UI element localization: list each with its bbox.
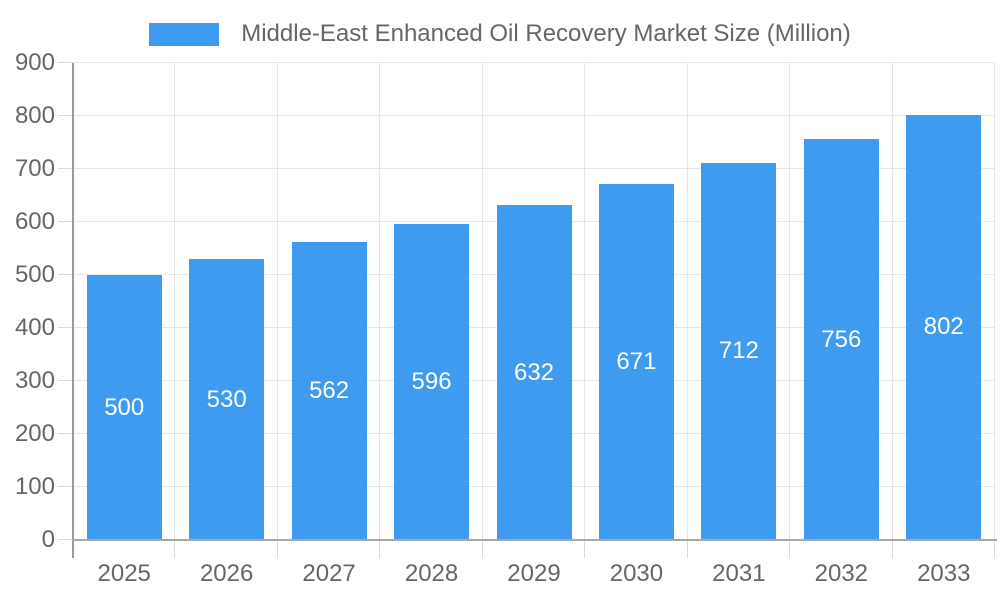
x-axis-tick-label: 2033	[917, 560, 971, 587]
v-gridline	[686, 63, 688, 540]
y-axis-tick-label: 0	[41, 526, 55, 553]
bar[interactable]: 530	[189, 259, 265, 540]
x-tick	[789, 540, 791, 558]
bar-value-label: 500	[104, 393, 145, 421]
x-axis-tick-label: 2026	[199, 560, 254, 587]
y-tick	[58, 486, 73, 487]
bar-value-label: 712	[718, 337, 759, 365]
x-tick	[994, 540, 995, 558]
bar-value-label: 596	[411, 368, 452, 396]
x-axis-tick-label: 2030	[609, 560, 664, 587]
y-tick	[58, 327, 73, 328]
y-axis-tick-label: 600	[14, 208, 55, 235]
h-gridline	[73, 115, 995, 116]
x-axis-tick-label: 2029	[507, 560, 561, 587]
x-tick	[379, 540, 381, 558]
x-axis-tick-label: 2032	[814, 560, 869, 587]
bar[interactable]: 802	[906, 114, 982, 540]
y-tick	[58, 539, 73, 540]
y-tick	[58, 168, 73, 169]
y-axis-tick-label: 800	[14, 102, 55, 129]
bar[interactable]: 500	[86, 275, 162, 540]
bar[interactable]: 632	[496, 205, 572, 540]
chart-legend[interactable]: Middle-East Enhanced Oil Recovery Market…	[0, 20, 1000, 48]
x-tick	[686, 540, 688, 558]
y-axis-tick-label: 900	[14, 49, 55, 76]
bar-value-label: 756	[821, 325, 862, 353]
v-gridline	[789, 63, 791, 540]
y-tick	[58, 115, 73, 116]
bar[interactable]: 562	[291, 242, 367, 540]
bar-value-label: 632	[513, 358, 555, 386]
v-gridline	[584, 63, 586, 540]
bar-value-label: 562	[309, 377, 350, 405]
bar-value-label: 671	[616, 348, 657, 376]
y-axis-line	[72, 63, 74, 558]
y-axis-tick-label: 100	[14, 473, 55, 500]
bar[interactable]: 596	[394, 224, 470, 540]
x-axis-tick-label: 2027	[302, 560, 356, 587]
x-tick	[584, 540, 586, 558]
x-axis-tick-label: 2028	[404, 560, 459, 587]
y-axis-tick-label: 500	[14, 261, 55, 288]
legend-label: Middle-East Enhanced Oil Recovery Market…	[241, 20, 851, 47]
v-gridline	[276, 63, 278, 540]
y-tick	[58, 380, 73, 381]
x-tick	[891, 540, 893, 558]
y-tick	[58, 62, 73, 63]
y-axis-tick-label: 400	[14, 314, 55, 341]
y-axis-tick-label: 700	[14, 155, 55, 182]
legend-swatch	[149, 22, 220, 46]
v-gridline	[481, 63, 483, 540]
v-gridline	[379, 63, 381, 540]
y-axis-tick-label: 300	[14, 367, 55, 394]
x-axis-tick-label: 2025	[97, 560, 151, 587]
h-gridline	[73, 168, 995, 169]
bar-value-label: 802	[923, 313, 964, 341]
x-tick	[481, 540, 483, 558]
x-axis-tick-label: 2031	[712, 560, 766, 587]
x-tick	[276, 540, 278, 558]
x-tick	[174, 540, 176, 558]
y-axis-tick-label: 200	[14, 420, 55, 447]
v-gridline	[174, 63, 176, 540]
y-tick	[58, 433, 73, 434]
bar-value-label: 530	[206, 385, 247, 413]
v-gridline	[891, 63, 893, 540]
y-tick	[58, 221, 73, 222]
h-gridline	[73, 62, 995, 63]
v-gridline	[994, 63, 995, 540]
bar[interactable]: 756	[803, 139, 879, 540]
x-axis-line	[72, 539, 997, 541]
y-tick	[58, 274, 73, 275]
bar[interactable]: 712	[701, 162, 777, 540]
bar[interactable]: 671	[598, 184, 674, 540]
